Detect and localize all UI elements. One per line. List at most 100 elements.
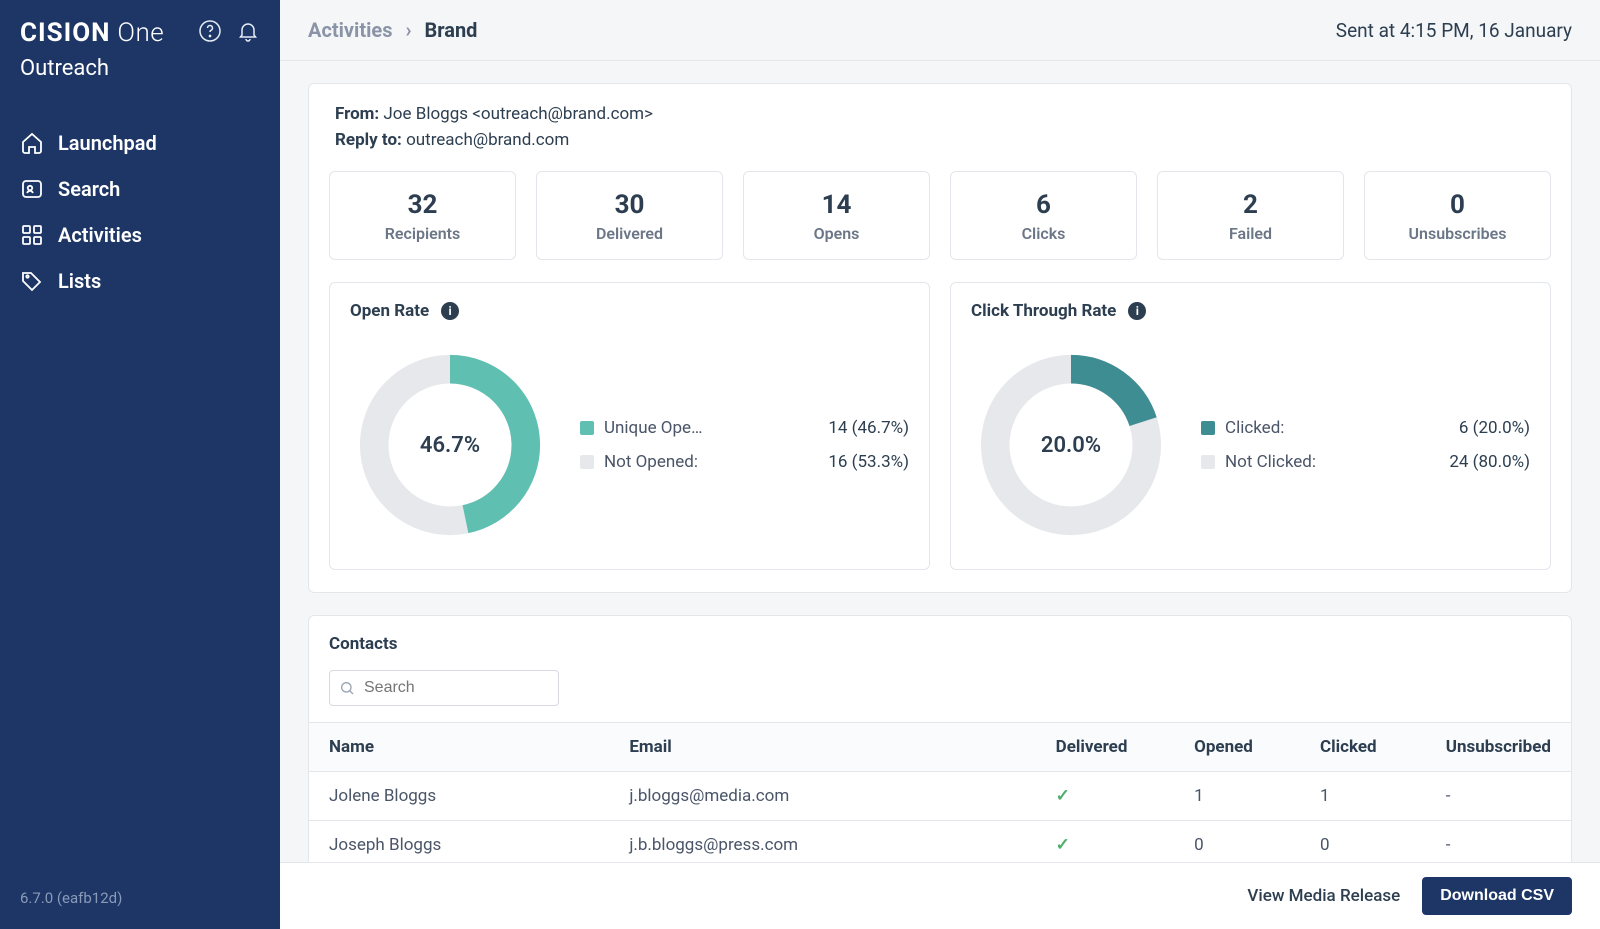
contacts-table: NameEmailDeliveredOpenedClickedUnsubscri… [309, 722, 1571, 869]
main: Activities › Brand Sent at 4:15 PM, 16 J… [280, 0, 1600, 929]
contacts-card: Contacts NameEmailDeliveredOpenedClicked… [308, 615, 1572, 870]
stat-card: 14 Opens [743, 171, 930, 260]
brand-logo: CISION One [20, 18, 164, 48]
cell-opened: 1 [1174, 772, 1300, 821]
check-icon: ✓ [1056, 835, 1070, 855]
table-header[interactable]: Unsubscribed [1426, 723, 1571, 772]
table-header[interactable]: Name [309, 723, 609, 772]
stat-value: 30 [545, 190, 714, 220]
table-row[interactable]: Jolene Bloggs j.bloggs@media.com ✓ 1 1 - [309, 772, 1571, 821]
breadcrumb-parent[interactable]: Activities [308, 18, 392, 42]
brand-row: CISION One [20, 18, 260, 48]
brand-main: CISION [20, 18, 111, 48]
sidebar: CISION One Outreach Launchpad Search Act… [0, 0, 280, 929]
legend-label: Unique Ope… [604, 418, 810, 438]
ctr-legend: Clicked: 6 (20.0%) Not Clicked: 24 (80.0… [1201, 418, 1530, 472]
reply-value: outreach@brand.com [406, 130, 569, 150]
legend-value: 24 (80.0%) [1449, 452, 1530, 472]
open-rate-title: Open Rate [350, 301, 429, 321]
stat-label: Recipients [338, 224, 507, 243]
table-header[interactable]: Opened [1174, 723, 1300, 772]
check-icon: ✓ [1056, 786, 1070, 806]
sidebar-item-label: Search [58, 177, 120, 201]
legend-label: Not Clicked: [1225, 452, 1431, 472]
open-rate-panel: Open Rate i 46.7% Unique Ope… [329, 282, 930, 570]
footer-bar: View Media Release Download CSV [280, 862, 1600, 929]
stat-value: 32 [338, 190, 507, 220]
sidebar-item-label: Activities [58, 223, 142, 247]
sidebar-item-label: Launchpad [58, 131, 157, 155]
stat-label: Failed [1166, 224, 1335, 243]
tag-icon [20, 269, 44, 293]
home-icon [20, 131, 44, 155]
breadcrumb-current: Brand [425, 18, 478, 42]
ctr-donut: 20.0% [971, 345, 1171, 545]
table-header[interactable]: Clicked [1300, 723, 1426, 772]
from-value: Joe Bloggs <outreach@brand.com> [383, 104, 653, 124]
contacts-title: Contacts [309, 634, 1571, 670]
sidebar-item-label: Lists [58, 269, 101, 293]
legend-row: Clicked: 6 (20.0%) [1201, 418, 1530, 438]
breadcrumb: Activities › Brand [308, 18, 477, 42]
stat-value: 0 [1373, 190, 1542, 220]
sidebar-item-activities[interactable]: Activities [20, 223, 260, 247]
rates-row: Open Rate i 46.7% Unique Ope… [329, 282, 1551, 570]
ctr-center: 20.0% [971, 345, 1171, 545]
product-name: Outreach [20, 56, 260, 81]
stat-value: 6 [959, 190, 1128, 220]
content-scroll[interactable]: From: Joe Bloggs <outreach@brand.com> Re… [280, 61, 1600, 929]
reply-label: Reply to: [335, 130, 402, 150]
sent-timestamp: Sent at 4:15 PM, 16 January [1336, 19, 1572, 42]
stat-card: 32 Recipients [329, 171, 516, 260]
user-search-icon [20, 177, 44, 201]
ctr-title: Click Through Rate [971, 301, 1116, 321]
stat-card: 2 Failed [1157, 171, 1344, 260]
chevron-right-icon: › [405, 18, 411, 42]
info-icon[interactable]: i [441, 302, 459, 320]
info-icon[interactable]: i [1128, 302, 1146, 320]
stat-card: 0 Unsubscribes [1364, 171, 1551, 260]
stats-row: 32 Recipients30 Delivered14 Opens6 Click… [329, 171, 1551, 260]
stat-label: Delivered [545, 224, 714, 243]
stat-value: 2 [1166, 190, 1335, 220]
legend-swatch [580, 455, 594, 469]
open-rate-legend: Unique Ope… 14 (46.7%) Not Opened: 16 (5… [580, 418, 909, 472]
stat-label: Clicks [959, 224, 1128, 243]
stat-label: Unsubscribes [1373, 224, 1542, 243]
sidebar-item-lists[interactable]: Lists [20, 269, 260, 293]
stat-value: 14 [752, 190, 921, 220]
summary-card: From: Joe Bloggs <outreach@brand.com> Re… [308, 83, 1572, 593]
legend-swatch [1201, 421, 1215, 435]
contacts-search-input[interactable] [329, 670, 559, 706]
topbar: Activities › Brand Sent at 4:15 PM, 16 J… [280, 0, 1600, 61]
version-label: 6.7.0 (eafb12d) [20, 889, 260, 911]
legend-swatch [1201, 455, 1215, 469]
open-rate-center: 46.7% [350, 345, 550, 545]
from-label: From: [335, 104, 379, 124]
notifications-icon[interactable] [236, 19, 260, 47]
cell-unsub: - [1426, 772, 1571, 821]
table-header[interactable]: Email [609, 723, 1035, 772]
view-media-release-link[interactable]: View Media Release [1247, 886, 1400, 906]
cell-email: j.bloggs@media.com [609, 772, 1035, 821]
search-icon [339, 680, 355, 696]
open-rate-donut: 46.7% [350, 345, 550, 545]
grid-icon [20, 223, 44, 247]
download-csv-button[interactable]: Download CSV [1422, 877, 1572, 915]
sidebar-item-search[interactable]: Search [20, 177, 260, 201]
cell-delivered: ✓ [1036, 772, 1174, 821]
stat-label: Opens [752, 224, 921, 243]
help-icon[interactable] [198, 19, 222, 47]
legend-label: Not Opened: [604, 452, 810, 472]
table-header[interactable]: Delivered [1036, 723, 1174, 772]
stat-card: 6 Clicks [950, 171, 1137, 260]
brand-sub: One [117, 18, 164, 48]
legend-value: 16 (53.3%) [828, 452, 909, 472]
legend-value: 6 (20.0%) [1459, 418, 1530, 438]
sidebar-item-launchpad[interactable]: Launchpad [20, 131, 260, 155]
legend-swatch [580, 421, 594, 435]
stat-card: 30 Delivered [536, 171, 723, 260]
legend-row: Not Clicked: 24 (80.0%) [1201, 452, 1530, 472]
email-meta: From: Joe Bloggs <outreach@brand.com> Re… [329, 102, 1551, 153]
sidebar-nav: Launchpad Search Activities Lists [20, 131, 260, 293]
